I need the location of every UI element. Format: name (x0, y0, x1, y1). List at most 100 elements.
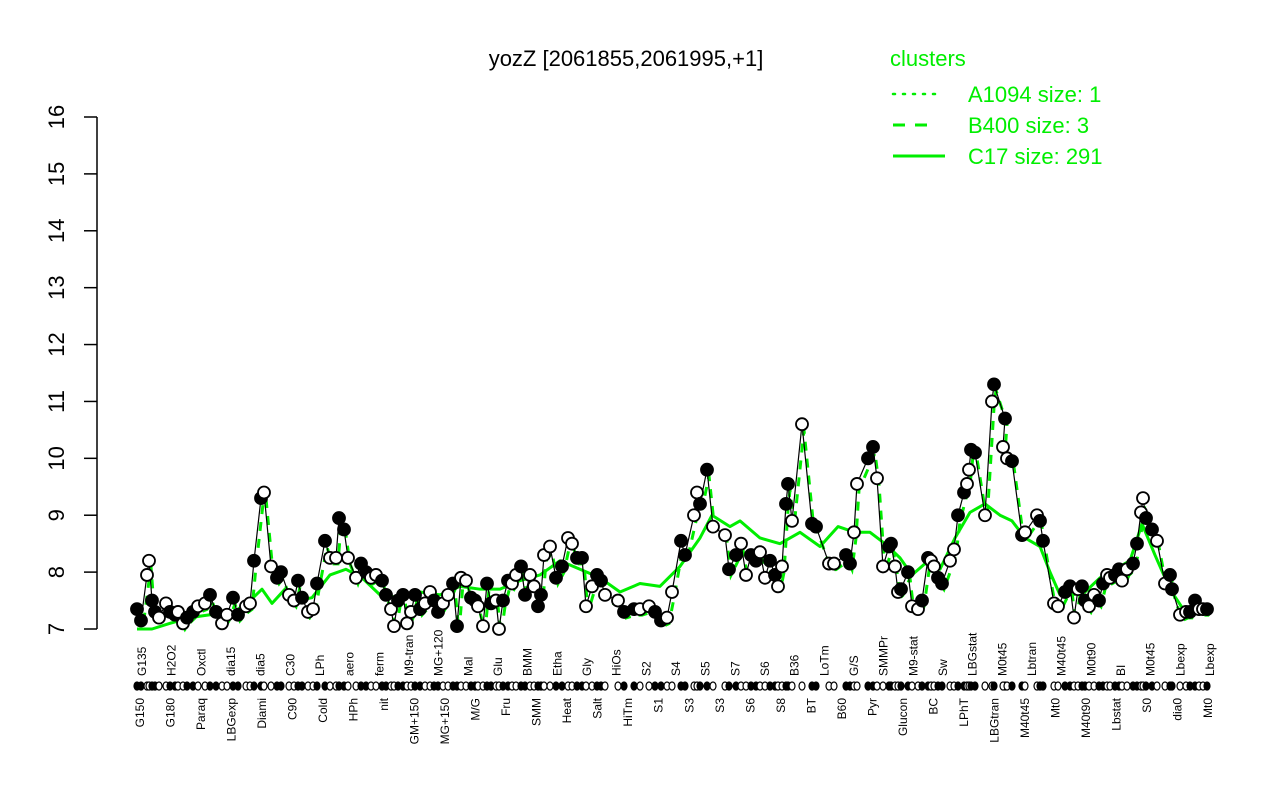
data-point (1018, 525, 1032, 540)
expression-points (130, 377, 1214, 636)
data-point (734, 536, 748, 551)
data-point (295, 590, 309, 605)
x-label-top: S6 (758, 661, 772, 676)
data-point (795, 417, 809, 432)
x-label-bottom: B60 (835, 698, 849, 720)
data-point (531, 599, 545, 614)
data-point (1067, 610, 1081, 625)
data-point (935, 576, 949, 591)
legend: clusters A1094 size: 1 B400 size: 3 C17 … (890, 46, 1103, 169)
x-label-top: Oxctl (194, 649, 208, 676)
x-label-bottom: dia0 (1170, 698, 1184, 721)
data-point (480, 576, 494, 591)
data-point (549, 570, 563, 585)
data-point (771, 579, 785, 594)
data-point (901, 565, 915, 580)
data-point (231, 607, 245, 622)
x-label-bottom: nit (377, 697, 391, 710)
x-label-top: SMMPr (877, 636, 891, 676)
x-label-top: M9-tran (402, 635, 416, 676)
y-tick-label: 12 (44, 332, 69, 356)
data-point (496, 593, 510, 608)
data-point (843, 556, 857, 571)
data-point (611, 593, 625, 608)
x-label-bottom: BC (926, 698, 940, 715)
data-point (575, 550, 589, 565)
data-point (387, 619, 401, 634)
x-label-bottom: LBGtran (987, 698, 1001, 743)
legend-entry-c17: C17 size: 291 (968, 144, 1103, 169)
y-tick-label: 15 (44, 162, 69, 186)
condition-rug (133, 681, 1211, 691)
legend-entry-b400: B400 size: 3 (968, 113, 1089, 138)
y-tick-label: 10 (44, 446, 69, 470)
data-point (226, 590, 240, 605)
data-point (209, 605, 223, 619)
x-label-top: ferm (372, 652, 386, 676)
data-point (1145, 522, 1159, 537)
x-label-top: S7 (728, 661, 742, 676)
x-label-bottom: Salt (591, 697, 605, 718)
data-point (722, 562, 736, 577)
legend-entry-a1094: A1094 size: 1 (968, 82, 1101, 107)
data-point (876, 559, 890, 574)
x-label-bottom: G150 (133, 698, 147, 728)
x-label-top: S5 (699, 661, 713, 676)
x-label-bottom: MG+150 (438, 698, 452, 745)
data-point (534, 587, 548, 602)
data-point (264, 559, 278, 574)
data-point (598, 587, 612, 602)
data-point (1082, 599, 1096, 614)
y-tick-label: 8 (44, 566, 69, 578)
data-point (306, 602, 320, 616)
data-point (274, 565, 288, 580)
data-point (543, 539, 557, 554)
x-label-bottom: Lbstat (1109, 697, 1123, 730)
data-point (1051, 599, 1065, 614)
data-point (674, 533, 688, 548)
data-point (1200, 602, 1214, 616)
data-point (665, 585, 679, 599)
data-point (827, 556, 841, 571)
data-point (318, 533, 332, 548)
x-label-top: aero (343, 652, 357, 676)
data-point (996, 440, 1010, 454)
data-point (1033, 514, 1047, 528)
data-point (960, 477, 974, 491)
x-label-bottom: S8 (774, 698, 788, 713)
data-point (978, 508, 992, 523)
data-point (1126, 556, 1140, 571)
data-point (145, 593, 159, 608)
y-tick-label: 11 (44, 390, 69, 413)
x-label-top: LBGstat (966, 632, 980, 676)
data-point (1115, 573, 1129, 588)
x-label-top: LPh (313, 655, 327, 676)
x-label-bottom: Fru (499, 698, 513, 716)
data-point (739, 568, 753, 582)
data-point (1136, 491, 1150, 506)
data-point (375, 573, 389, 588)
x-label-top: M0t45 (995, 642, 1009, 676)
x-label-top: MG+120 (432, 629, 446, 676)
data-point (884, 536, 898, 551)
data-point (809, 519, 823, 534)
x-label-top: Sw (936, 659, 950, 676)
data-point (247, 553, 261, 568)
data-point (700, 462, 714, 477)
data-point (687, 508, 701, 523)
data-point (985, 394, 999, 409)
data-point (408, 587, 422, 602)
data-point (329, 550, 343, 565)
data-point (915, 593, 929, 608)
data-point (379, 587, 393, 602)
y-axis: 7 8 9 10 11 12 13 14 15 16 (44, 105, 98, 635)
chart-title: yozZ [2061855,2061995,+1] (489, 46, 764, 71)
data-point (332, 511, 346, 525)
data-point (291, 573, 305, 588)
x-label-top: dia5 (254, 653, 268, 676)
data-point (518, 587, 532, 602)
x-label-bottom: S3 (713, 698, 727, 713)
data-point (927, 559, 941, 574)
data-point (998, 411, 1012, 426)
data-point (400, 616, 414, 631)
